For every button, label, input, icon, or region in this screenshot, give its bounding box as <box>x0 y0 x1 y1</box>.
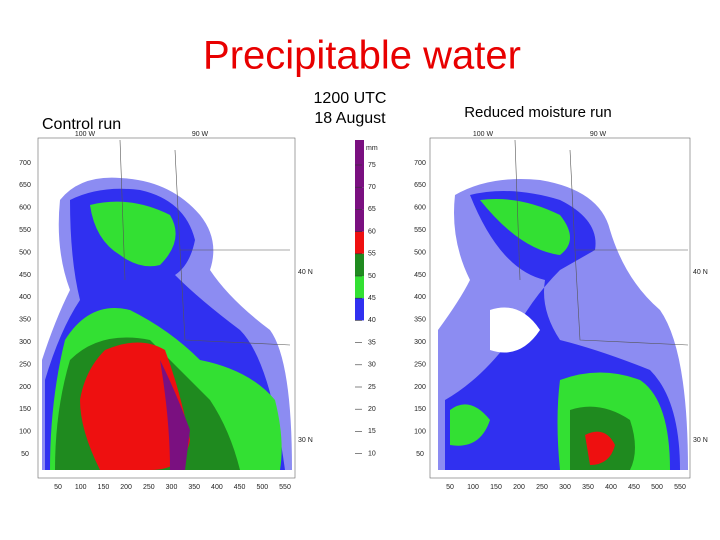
map-y-label: 50 <box>21 451 29 458</box>
color-swatch <box>355 231 364 254</box>
map-x-label: 300 <box>559 484 571 491</box>
map-lat-label: 40 N <box>693 269 708 276</box>
map-y-label: 600 <box>414 205 426 212</box>
boundary <box>514 139 689 346</box>
map-y-label: 400 <box>414 294 426 301</box>
map-x-label: 150 <box>490 484 502 491</box>
date-label: 18 August <box>314 110 386 127</box>
map-y-label: 150 <box>19 406 31 413</box>
map-y-label: 550 <box>19 227 31 234</box>
colorbar-label: 20 <box>368 406 376 413</box>
map-x-label: 50 <box>54 484 62 491</box>
pw-region <box>450 199 670 470</box>
slide-title: Precipitable water <box>203 34 521 78</box>
boundary <box>119 139 291 346</box>
map-x-label: 350 <box>188 484 200 491</box>
colorbar-label: 30 <box>368 362 376 369</box>
pw-region <box>160 360 190 470</box>
panel-label: Reduced moisture run <box>464 104 612 121</box>
map-y-label: 100 <box>19 429 31 436</box>
map-lat-label: 30 N <box>298 437 313 444</box>
colorbar-label: 10 <box>368 450 376 457</box>
map-y-label: 650 <box>19 182 31 189</box>
pw-region <box>585 431 615 465</box>
map-y-label: 150 <box>414 406 426 413</box>
map-lon-label: 100 W <box>473 131 494 138</box>
map-y-label: 700 <box>414 160 426 167</box>
map-y-label: 450 <box>414 272 426 279</box>
colorbar-label: 50 <box>368 273 376 280</box>
colorbar-label: 35 <box>368 339 376 346</box>
map-y-label: 300 <box>19 339 31 346</box>
map-y-label: 250 <box>414 361 426 368</box>
colorbar-label: 65 <box>368 206 376 213</box>
color-swatch <box>355 298 364 321</box>
map-x-label: 450 <box>628 484 640 491</box>
map-y-label: 100 <box>414 429 426 436</box>
map-y-label: 300 <box>414 339 426 346</box>
map-y-label: 50 <box>416 451 424 458</box>
map-x-label: 50 <box>446 484 454 491</box>
map-x-label: 100 <box>467 484 479 491</box>
map-x-label: 300 <box>166 484 178 491</box>
colorbar-label: 15 <box>368 428 376 435</box>
color-swatch <box>355 165 364 188</box>
colorbar-label: 25 <box>368 384 376 391</box>
map-lon-label: 90 W <box>192 131 209 138</box>
reduced-map <box>429 137 691 479</box>
map-lon-label: 90 W <box>590 131 607 138</box>
map-y-label: 700 <box>19 160 31 167</box>
colorbar-label: 75 <box>368 162 376 169</box>
map-y-label: 650 <box>414 182 426 189</box>
map-y-label: 450 <box>19 272 31 279</box>
map-lat-label: 30 N <box>693 437 708 444</box>
map-y-label: 600 <box>19 205 31 212</box>
color-swatch <box>355 187 364 210</box>
map-y-label: 400 <box>19 294 31 301</box>
time-label: 1200 UTC <box>314 90 387 107</box>
map-x-label: 250 <box>536 484 548 491</box>
map-x-label: 500 <box>651 484 663 491</box>
map-x-label: 500 <box>256 484 268 491</box>
pw-region <box>490 307 540 353</box>
map-y-label: 500 <box>414 249 426 256</box>
map-y-label: 200 <box>414 384 426 391</box>
colorbar-label: 55 <box>368 251 376 258</box>
color-swatch <box>355 276 364 299</box>
colorbar-label: 45 <box>368 295 376 302</box>
map-y-label: 500 <box>19 249 31 256</box>
map-y-label: 550 <box>414 227 426 234</box>
map-lon-label: 100 W <box>75 131 96 138</box>
color-swatch <box>355 253 364 276</box>
colorbar-unit: mm <box>366 145 378 152</box>
panel-label: Control run <box>42 116 121 133</box>
map-y-label: 200 <box>19 384 31 391</box>
map-x-label: 400 <box>211 484 223 491</box>
map-x-label: 200 <box>120 484 132 491</box>
colorbar-label: 70 <box>368 184 376 191</box>
map-x-label: 250 <box>143 484 155 491</box>
map-y-label: 350 <box>414 317 426 324</box>
map-x-label: 550 <box>674 484 686 491</box>
colorbar-label: 40 <box>368 317 376 324</box>
map-x-label: 450 <box>234 484 246 491</box>
control-map <box>37 137 296 479</box>
color-swatch <box>355 209 364 232</box>
map-lat-label: 40 N <box>298 269 313 276</box>
colorbar-label: 60 <box>368 228 376 235</box>
color-swatch <box>355 140 364 165</box>
map-x-label: 150 <box>98 484 110 491</box>
map-y-label: 350 <box>19 317 31 324</box>
map-x-label: 100 <box>75 484 87 491</box>
map-x-label: 400 <box>605 484 617 491</box>
map-y-label: 250 <box>19 361 31 368</box>
map-x-label: 200 <box>513 484 525 491</box>
map-x-label: 550 <box>279 484 291 491</box>
map-x-label: 350 <box>582 484 594 491</box>
